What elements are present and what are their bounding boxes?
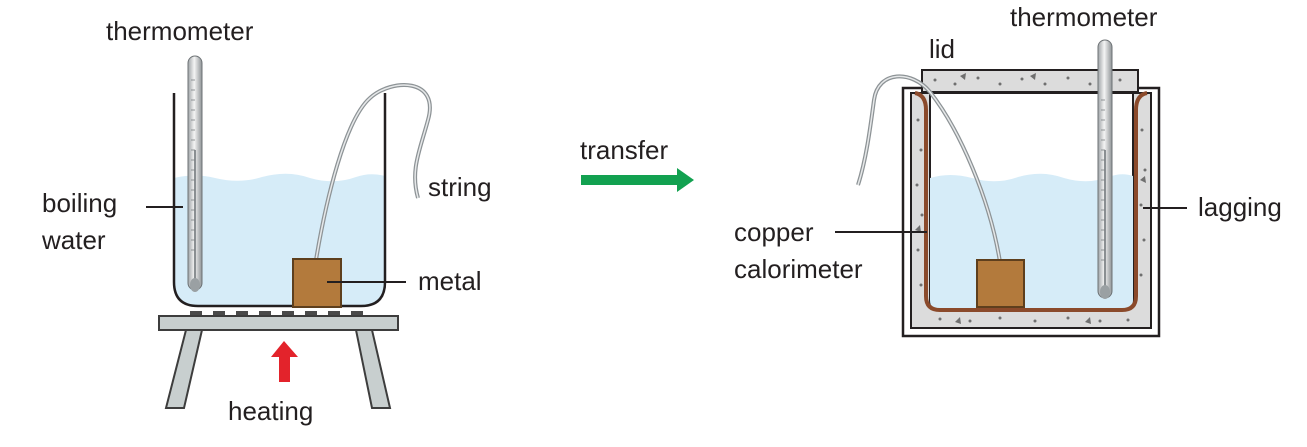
label-string: string bbox=[428, 172, 492, 202]
transfer-arrow bbox=[581, 168, 694, 192]
label-transfer: transfer bbox=[580, 135, 668, 165]
label-lagging: lagging bbox=[1198, 192, 1282, 222]
label-heating: heating bbox=[228, 396, 313, 426]
beaker bbox=[172, 93, 387, 308]
tripod-stand bbox=[158, 315, 399, 409]
label-thermometer-left: thermometer bbox=[106, 16, 254, 46]
metal-block-right bbox=[976, 259, 1025, 308]
thermometer-left bbox=[187, 55, 203, 292]
label-water: water bbox=[41, 225, 106, 255]
lagging-texture bbox=[915, 118, 1147, 324]
heating-arrow bbox=[271, 341, 298, 382]
label-boiling: boiling bbox=[42, 188, 117, 218]
right-apparatus: lid thermometer copper calorimeter laggi… bbox=[734, 2, 1282, 338]
label-lid: lid bbox=[929, 34, 955, 64]
thermometer-right bbox=[1097, 39, 1113, 299]
transfer-group: transfer bbox=[580, 135, 694, 192]
copper-calorimeter bbox=[914, 91, 1148, 312]
left-apparatus: thermometer boiling water string metal h… bbox=[41, 16, 492, 426]
label-calorimeter: calorimeter bbox=[734, 254, 863, 284]
label-metal: metal bbox=[418, 266, 482, 296]
label-thermometer-right: thermometer bbox=[1010, 2, 1158, 32]
boiling-water bbox=[174, 173, 385, 306]
hotplate-pads bbox=[190, 311, 363, 316]
label-copper: copper bbox=[734, 217, 814, 247]
